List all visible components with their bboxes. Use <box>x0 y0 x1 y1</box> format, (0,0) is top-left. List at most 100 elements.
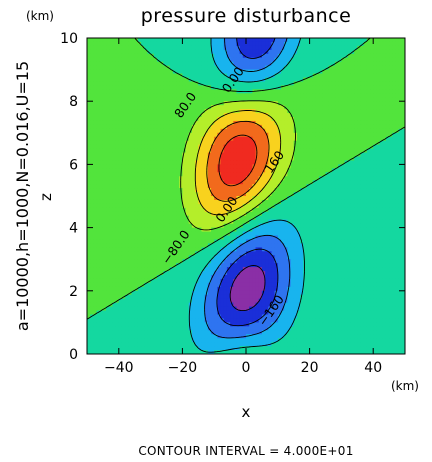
field-cell <box>246 77 250 83</box>
field-cell <box>325 140 330 146</box>
field-cell <box>363 77 368 83</box>
field-cell <box>363 61 368 67</box>
field-cell <box>230 53 234 59</box>
field-cell <box>395 144 400 150</box>
field-cell <box>385 160 390 165</box>
field-cell <box>160 81 164 86</box>
field-cell <box>93 136 98 142</box>
field-cell <box>287 45 292 51</box>
field-cell <box>395 160 400 165</box>
field-cell <box>239 176 244 181</box>
field-cell <box>131 69 136 75</box>
field-cell <box>191 53 196 59</box>
field-cell <box>331 38 336 43</box>
field-cell <box>341 172 346 177</box>
field-cell <box>125 160 129 165</box>
field-cell <box>280 93 285 98</box>
field-cell <box>398 196 403 201</box>
field-cell <box>118 168 123 173</box>
field-cell <box>325 45 330 51</box>
field-cell <box>373 124 377 130</box>
field-cell <box>398 156 403 162</box>
field-cell <box>106 211 110 217</box>
field-cell <box>338 89 342 94</box>
field-cell <box>150 207 155 213</box>
field-cell <box>220 61 225 67</box>
field-cell <box>354 132 358 138</box>
field-cell <box>341 53 346 59</box>
field-cell <box>191 215 196 221</box>
field-cell <box>306 89 311 94</box>
field-cell <box>268 101 273 106</box>
field-cell <box>141 188 145 193</box>
field-cell <box>239 69 244 75</box>
field-cell <box>246 73 250 79</box>
field-cell <box>363 144 368 150</box>
field-cell <box>363 192 368 197</box>
field-cell <box>191 93 196 98</box>
field-cell <box>290 219 295 225</box>
field-cell <box>121 117 126 122</box>
field-cell <box>207 53 212 59</box>
field-cell <box>325 180 330 185</box>
field-cell <box>185 188 190 193</box>
field-cell <box>287 160 292 165</box>
field-cell <box>379 223 384 229</box>
field-cell <box>109 53 114 59</box>
field-cell <box>198 120 203 126</box>
field-cell <box>376 207 381 213</box>
field-cell <box>271 101 276 106</box>
field-cell <box>401 53 405 59</box>
field-cell <box>284 128 288 134</box>
field-cell <box>217 81 222 86</box>
field-cell <box>309 144 314 150</box>
field-cell <box>246 117 250 122</box>
field-cell <box>246 144 250 150</box>
field-cell <box>370 101 374 106</box>
field-cell <box>195 196 199 201</box>
field-cell <box>280 124 285 130</box>
field-cell <box>236 203 241 209</box>
field-cell <box>389 69 393 75</box>
field-cell <box>223 231 228 237</box>
field-cell <box>347 128 352 134</box>
field-cell <box>204 85 209 90</box>
field-cell <box>147 140 152 146</box>
field-cell <box>195 124 199 130</box>
field-cell <box>201 85 206 90</box>
field-cell <box>354 152 358 158</box>
field-cell <box>150 199 155 205</box>
field-cell <box>153 199 158 205</box>
field-cell <box>156 203 161 209</box>
field-cell <box>338 192 342 197</box>
field-cell <box>338 136 342 142</box>
field-cell <box>322 156 327 162</box>
field-cell <box>300 211 304 217</box>
field-cell <box>153 203 158 209</box>
field-cell <box>376 156 381 162</box>
field-cell <box>214 207 218 213</box>
field-cell <box>290 192 295 197</box>
field-cell <box>277 41 282 47</box>
field-cell <box>230 164 234 169</box>
field-cell <box>344 109 349 114</box>
field-cell <box>191 160 196 165</box>
field-cell <box>93 101 98 106</box>
field-cell <box>160 152 164 158</box>
field-cell <box>195 136 199 142</box>
field-cell <box>102 120 107 126</box>
field-cell <box>134 184 139 189</box>
field-cell <box>331 57 336 63</box>
field-cell <box>131 152 136 158</box>
field-cell <box>198 89 203 94</box>
field-cell <box>319 93 323 98</box>
field-cell <box>246 38 250 43</box>
field-cell <box>246 160 250 165</box>
field-cell <box>322 176 327 181</box>
field-cell <box>198 223 203 229</box>
field-cell <box>125 144 129 150</box>
field-cell <box>160 168 164 173</box>
field-cell <box>242 144 247 150</box>
field-cell <box>185 101 190 106</box>
field-cell <box>131 61 136 67</box>
